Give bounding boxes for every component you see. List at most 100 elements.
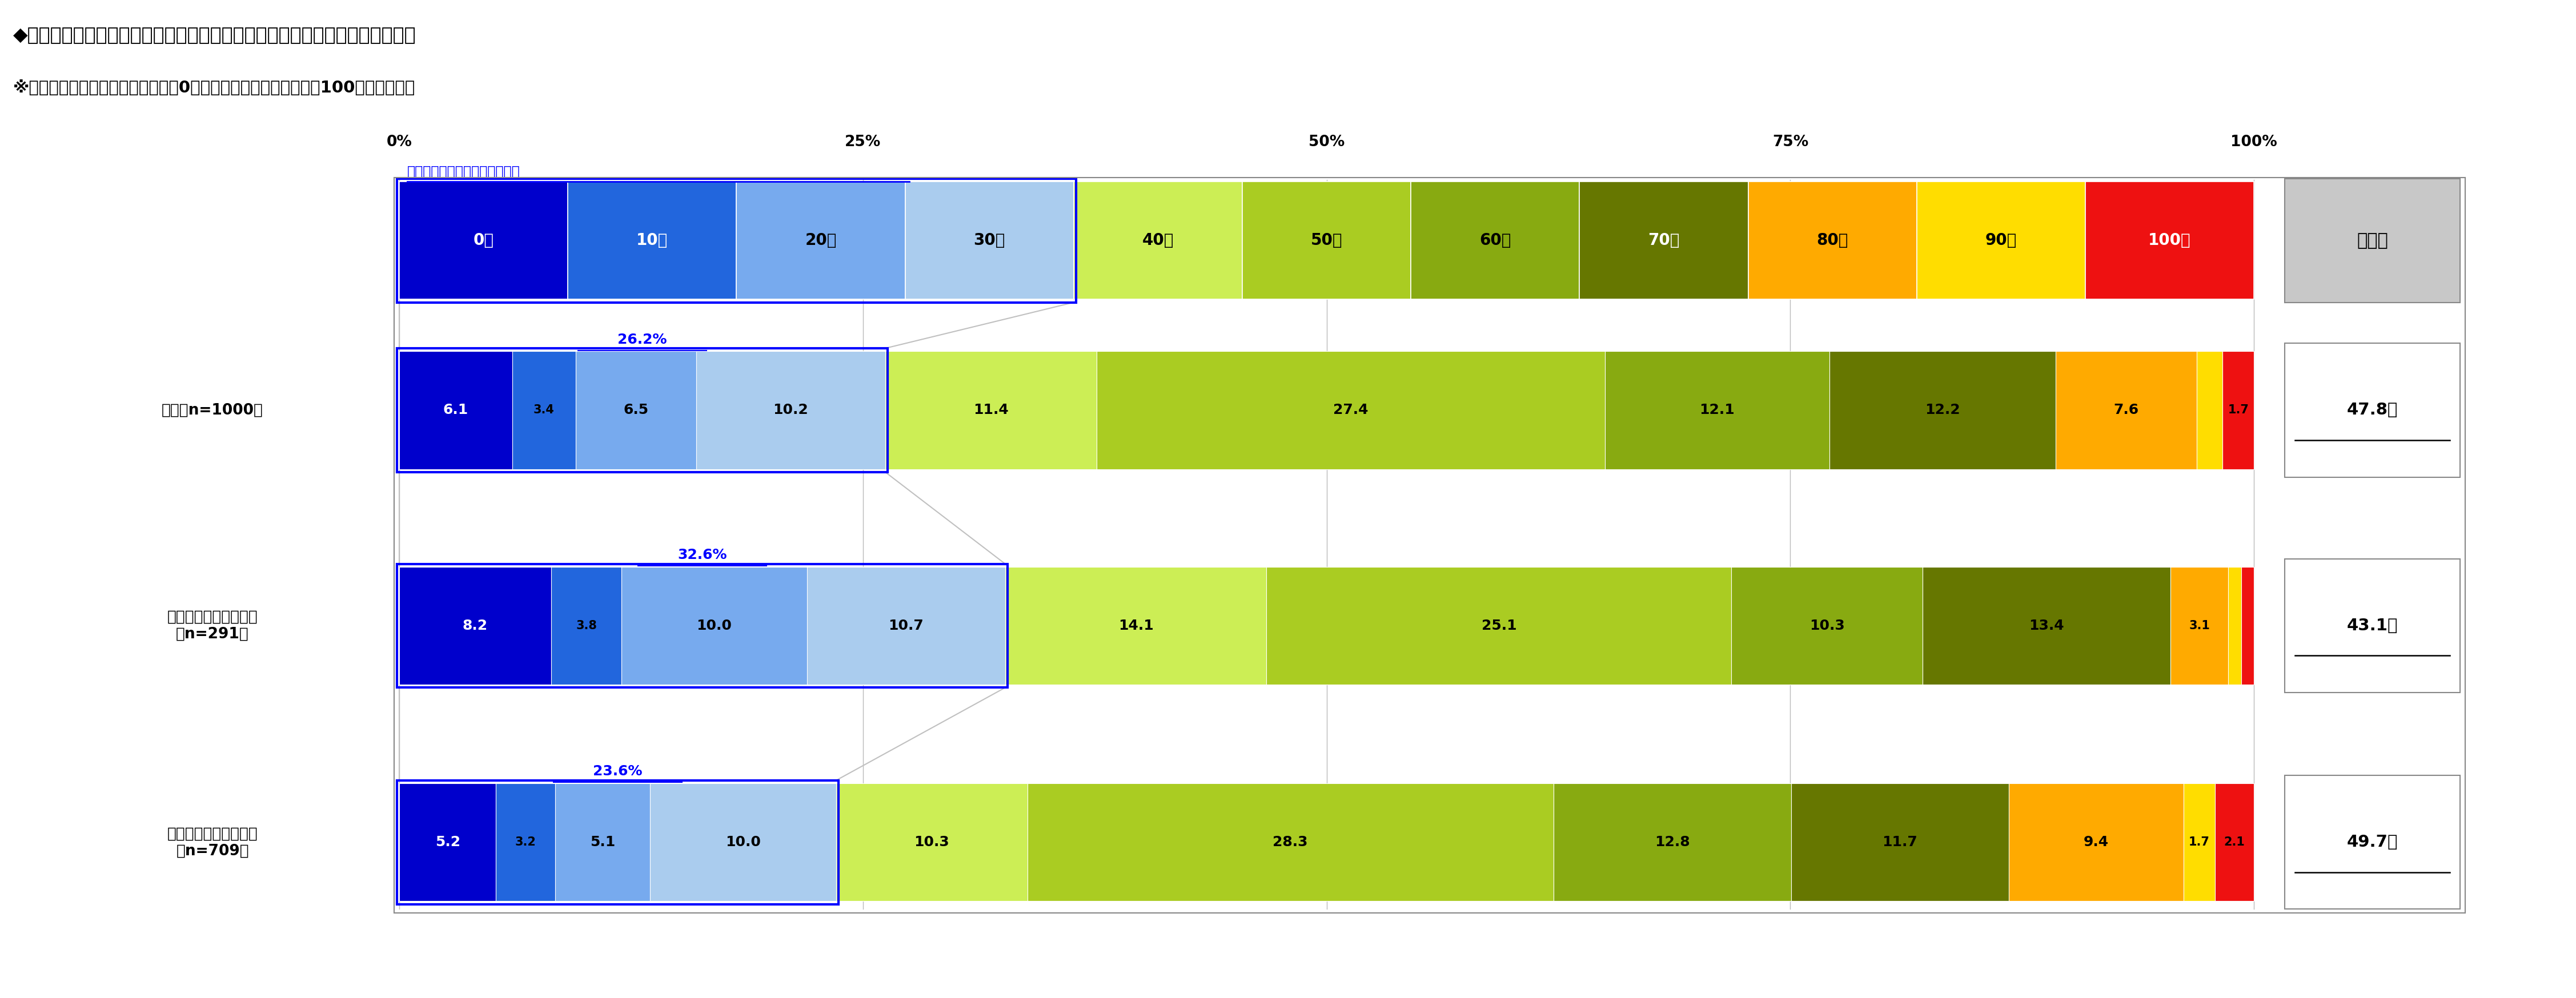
Bar: [399, 351, 513, 469]
Bar: [2009, 783, 2184, 901]
Bar: [397, 348, 889, 472]
Text: 10.2: 10.2: [773, 403, 809, 417]
Bar: [1412, 182, 1579, 299]
Bar: [2056, 351, 2197, 469]
Text: 3.8: 3.8: [577, 620, 598, 632]
Text: 5.1: 5.1: [590, 835, 616, 849]
Text: 0点: 0点: [474, 233, 495, 249]
Bar: [497, 783, 556, 901]
Bar: [1790, 783, 2009, 901]
Text: 47.8点: 47.8点: [2347, 402, 2398, 418]
Text: 27.4: 27.4: [1334, 403, 1368, 417]
Bar: [886, 351, 1097, 469]
Text: 6.5: 6.5: [623, 403, 649, 417]
Text: 70点: 70点: [1649, 233, 1680, 249]
Text: 75%: 75%: [1772, 135, 1808, 150]
Bar: [737, 182, 904, 299]
Text: 100点: 100点: [2148, 233, 2192, 249]
Text: 90点: 90点: [1986, 233, 2017, 249]
Text: 20点: 20点: [804, 233, 837, 249]
Text: 胃腸不調の自覚がある
【n=291】: 胃腸不調の自覚がある 【n=291】: [167, 610, 258, 642]
Bar: [2285, 179, 2460, 302]
Bar: [399, 567, 551, 685]
Text: 32.6%: 32.6%: [677, 548, 726, 562]
Bar: [397, 780, 840, 904]
Text: 43.1点: 43.1点: [2347, 618, 2398, 634]
Bar: [1074, 182, 1242, 299]
Bar: [2285, 775, 2460, 909]
Text: 9.4: 9.4: [2084, 835, 2110, 849]
Text: 30点: 30点: [974, 233, 1005, 249]
Bar: [397, 564, 1007, 688]
Bar: [1553, 783, 1790, 901]
Text: 8.2: 8.2: [464, 619, 487, 633]
Text: 低モチベ（低モチベーション）: 低モチベ（低モチベーション）: [407, 165, 520, 179]
Bar: [904, 182, 1074, 299]
Bar: [696, 351, 886, 469]
Text: 14.1: 14.1: [1118, 619, 1154, 633]
Text: 49.7点: 49.7点: [2347, 834, 2398, 850]
Bar: [1242, 182, 1412, 299]
Text: 11.4: 11.4: [974, 403, 1010, 417]
Bar: [837, 783, 1028, 901]
Bar: [2241, 567, 2254, 685]
Text: 10.7: 10.7: [889, 619, 925, 633]
Bar: [2228, 567, 2241, 685]
Bar: [1097, 351, 1605, 469]
Text: 3.2: 3.2: [515, 836, 536, 848]
Text: 28.3: 28.3: [1273, 835, 1309, 849]
Text: 13.4: 13.4: [2030, 619, 2063, 633]
Bar: [2172, 567, 2228, 685]
Bar: [1005, 567, 1267, 685]
Bar: [574, 351, 696, 469]
Text: 3.1: 3.1: [2190, 620, 2210, 632]
Text: ◆【家事】について、自身のやる気を点数で表すと何点か　［単一回答形式］: ◆【家事】について、自身のやる気を点数で表すと何点か ［単一回答形式］: [13, 25, 415, 44]
Bar: [621, 567, 806, 685]
Bar: [399, 783, 497, 901]
Text: 6.1: 6.1: [443, 403, 469, 417]
Text: 2.1: 2.1: [2223, 836, 2246, 848]
Text: 胃腸不調の自覚がない
【n=709】: 胃腸不調の自覚がない 【n=709】: [167, 826, 258, 858]
Text: 10.3: 10.3: [1808, 619, 1844, 633]
Text: 100%: 100%: [2231, 135, 2277, 150]
Bar: [1922, 567, 2172, 685]
Text: 50点: 50点: [1311, 233, 1342, 249]
Bar: [1605, 351, 1829, 469]
Text: 10.0: 10.0: [726, 835, 760, 849]
Text: 12.8: 12.8: [1654, 835, 1690, 849]
Bar: [399, 182, 567, 299]
Text: 10点: 10点: [636, 233, 667, 249]
Text: 7.6: 7.6: [2112, 403, 2138, 417]
Bar: [1749, 182, 1917, 299]
Text: 全体【n=1000】: 全体【n=1000】: [162, 403, 263, 417]
Text: 25.1: 25.1: [1481, 619, 1517, 633]
Text: 12.1: 12.1: [1700, 403, 1734, 417]
Text: 80点: 80点: [1816, 233, 1850, 249]
Bar: [394, 178, 2465, 913]
Bar: [2223, 351, 2254, 469]
Bar: [649, 783, 837, 901]
Text: 1.7: 1.7: [2190, 836, 2210, 848]
Text: 23.6%: 23.6%: [592, 764, 641, 778]
Bar: [513, 351, 574, 469]
Text: 1.7: 1.7: [2228, 404, 2249, 416]
Text: 11.7: 11.7: [1883, 835, 1917, 849]
Text: 0%: 0%: [386, 135, 412, 150]
Text: 5.2: 5.2: [435, 835, 461, 849]
Bar: [556, 783, 649, 901]
Bar: [567, 182, 737, 299]
Bar: [2087, 182, 2254, 299]
Bar: [1028, 783, 1553, 901]
Text: 10.3: 10.3: [914, 835, 951, 849]
Text: 26.2%: 26.2%: [618, 332, 667, 346]
Bar: [806, 567, 1005, 685]
Bar: [2285, 559, 2460, 693]
Text: 3.4: 3.4: [533, 404, 554, 416]
Bar: [551, 567, 621, 685]
Text: 60点: 60点: [1479, 233, 1512, 249]
Text: ※「全くやる気が起きない」場合を0点、「やる気満々」の場合を100点として聴取: ※「全くやる気が起きない」場合を0点、「やる気満々」の場合を100点として聴取: [13, 80, 415, 96]
Bar: [1267, 567, 1731, 685]
Text: 10.0: 10.0: [696, 619, 732, 633]
Text: 12.2: 12.2: [1924, 403, 1960, 417]
Bar: [2285, 343, 2460, 477]
